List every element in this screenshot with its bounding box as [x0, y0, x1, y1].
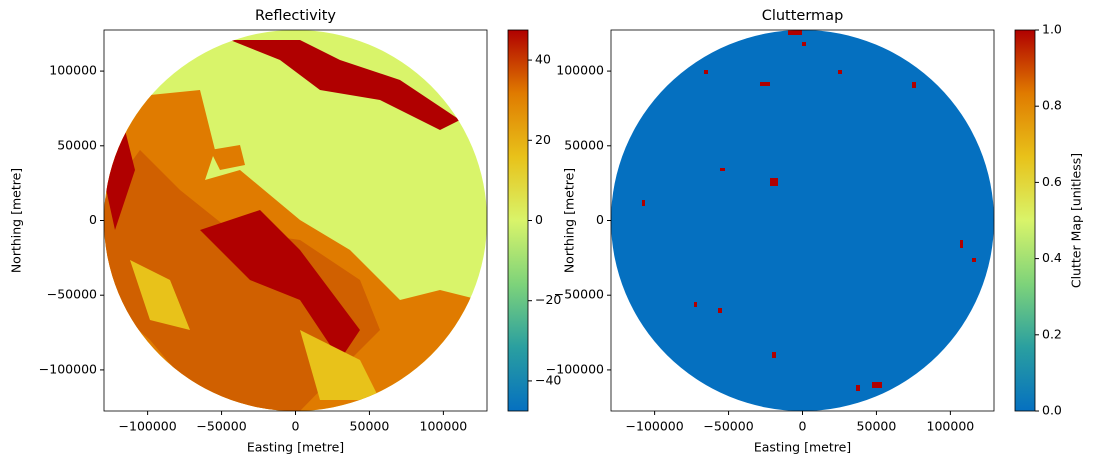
- y-tick-label: −50000: [554, 287, 604, 302]
- clutter-field: [611, 30, 994, 411]
- colorbar-tick-label: 1.0: [1042, 22, 1062, 37]
- colorbar-tick-label: −20: [535, 292, 561, 307]
- x-tick-label: 50000: [857, 419, 897, 434]
- colorbar: [507, 29, 529, 412]
- y-tick-label: −100000: [546, 361, 604, 376]
- x-tick-label: 0: [292, 419, 300, 434]
- colorbar-tick-label: 0: [535, 212, 543, 227]
- x-tick-label: 100000: [420, 419, 468, 434]
- y-tick-label: 50000: [57, 137, 97, 152]
- colorbar-label: Clutter Map [unitless]: [1069, 153, 1084, 288]
- x-tick-label: 0: [799, 419, 807, 434]
- x-tick-label: 50000: [350, 419, 390, 434]
- y-axis-label: Northing [metre]: [9, 168, 24, 273]
- x-tick-label: 100000: [927, 419, 975, 434]
- y-tick-label: 50000: [564, 137, 604, 152]
- x-axis-label: Easting [metre]: [247, 440, 344, 455]
- colorbar-tick-label: −40: [535, 372, 561, 387]
- y-tick-label: −100000: [39, 361, 97, 376]
- chart-title: Reflectivity: [255, 8, 336, 24]
- colorbar-tick-label: 20: [535, 132, 551, 147]
- x-tick-label: −50000: [196, 419, 246, 434]
- y-tick-label: 0: [89, 212, 97, 227]
- colorbar-tick-label: 0.8: [1042, 98, 1062, 113]
- y-tick-label: 0: [596, 212, 604, 227]
- colorbar: [1014, 29, 1036, 412]
- y-tick-label: 100000: [556, 63, 604, 78]
- colorbar-tick-label: 40: [535, 52, 551, 67]
- colorbar-tick-label: 0.0: [1042, 403, 1062, 418]
- colorbar-tick-label: 0.2: [1042, 326, 1062, 341]
- x-tick-label: −100000: [119, 419, 177, 434]
- y-tick-label: 100000: [49, 63, 97, 78]
- chart-title: Cluttermap: [762, 8, 844, 24]
- colorbar-tick-label: 0.6: [1042, 174, 1062, 189]
- reflectivity-field: [104, 30, 487, 411]
- x-tick-label: −50000: [703, 419, 753, 434]
- x-axis-label: Easting [metre]: [754, 440, 851, 455]
- y-tick-label: −50000: [47, 287, 97, 302]
- x-tick-label: −100000: [626, 419, 684, 434]
- colorbar-label: Northing [metre]: [562, 168, 577, 273]
- colorbar-tick-label: 0.4: [1042, 250, 1062, 265]
